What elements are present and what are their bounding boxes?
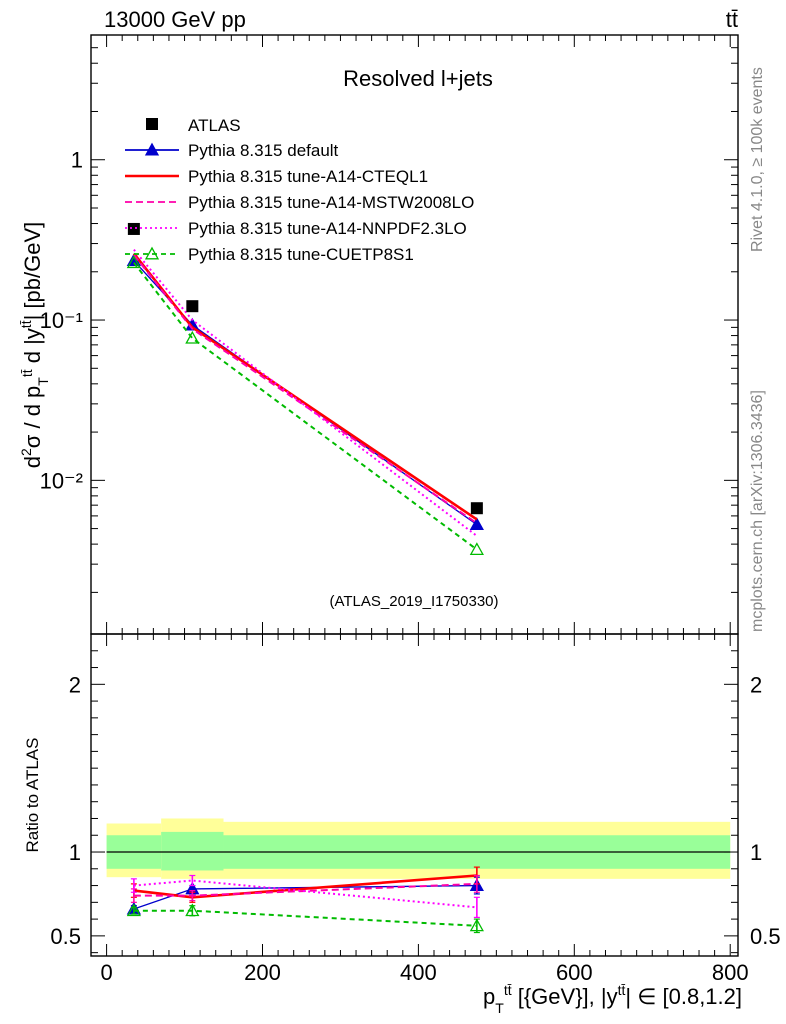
ratio-y-tick-label: 2 <box>69 672 81 697</box>
ratio-y-tick-label-right: 0.5 <box>750 924 781 949</box>
x-tick-label: 800 <box>712 960 749 985</box>
x-tick-label: 600 <box>556 960 593 985</box>
x-axis-label: pTtt̄ [{GeV}], |ytt̄| ∈ [0.8,1.2] <box>483 982 742 1016</box>
main-series-marker <box>469 517 484 530</box>
legend-label: Pythia 8.315 tune-CUETP8S1 <box>188 245 414 264</box>
ratio-y-tick-label-right: 2 <box>750 672 762 697</box>
legend-marker <box>144 246 160 260</box>
ratio-series-marker <box>126 903 141 917</box>
legend-label-atlas: ATLAS <box>188 116 241 135</box>
header-left: 13000 GeV pp <box>104 7 246 32</box>
legend-label: Pythia 8.315 default <box>188 141 339 160</box>
chart-title: Resolved l+jets <box>343 66 493 91</box>
y-tick-label: 10⁻¹ <box>40 308 83 333</box>
y-tick-label: 1 <box>71 148 83 173</box>
ratio-series-line <box>133 879 477 909</box>
main-series-marker <box>185 330 200 344</box>
ratio-series-marker <box>469 918 484 932</box>
ratio-y-tick-label: 1 <box>69 840 81 865</box>
ratio-band-inner <box>161 831 224 871</box>
ratio-series-marker <box>185 903 200 917</box>
legend-label: Pythia 8.315 tune-A14-NNPDF2.3LO <box>188 219 467 238</box>
header-right: tt̄ <box>726 7 738 32</box>
y-axis-label: d2σ / d pTtt̄ d |ytt̄| [pb/GeV] <box>18 222 51 469</box>
ratio-y-tick-label-right: 1 <box>750 840 762 865</box>
x-tick-label: 0 <box>100 960 112 985</box>
main-series-marker <box>126 255 141 269</box>
data-point <box>127 222 140 235</box>
data-point <box>470 502 483 515</box>
x-tick-label: 200 <box>244 960 281 985</box>
legend-marker <box>144 142 160 156</box>
x-tick-label: 400 <box>400 960 437 985</box>
main-series-line <box>132 252 478 521</box>
rivet-label: Rivet 4.1.0, ≥ 100k events <box>749 67 766 252</box>
ratio-frame <box>90 633 739 957</box>
legend: ATLAS Pythia 8.315 default Pythia 8.315 tu… <box>125 116 474 264</box>
ratio-y-axis-label: Ratio to ATLAS <box>23 738 42 853</box>
mcplots-label: mcplots.cern.ch [arXiv:1306.3436] <box>749 390 766 632</box>
legend-label: Pythia 8.315 tune-A14-MSTW2008LO <box>188 193 474 212</box>
analysis-tag: (ATLAS_2019_I1750330) <box>329 593 498 610</box>
legend-marker-atlas <box>146 118 158 130</box>
data-point <box>186 300 199 313</box>
main-series-line <box>133 262 478 551</box>
main-series-line <box>133 254 478 525</box>
main-plot: 10⁻² 10⁻¹ 1 <box>40 34 739 635</box>
ratio-series-line <box>133 909 477 927</box>
ratio-y-tick-label: 0.5 <box>50 924 81 949</box>
y-tick-label: 10⁻² <box>40 468 83 493</box>
main-series-line <box>133 248 478 537</box>
main-series-marker <box>469 542 484 556</box>
legend-label: Pythia 8.315 tune-A14-CTEQL1 <box>188 167 428 186</box>
